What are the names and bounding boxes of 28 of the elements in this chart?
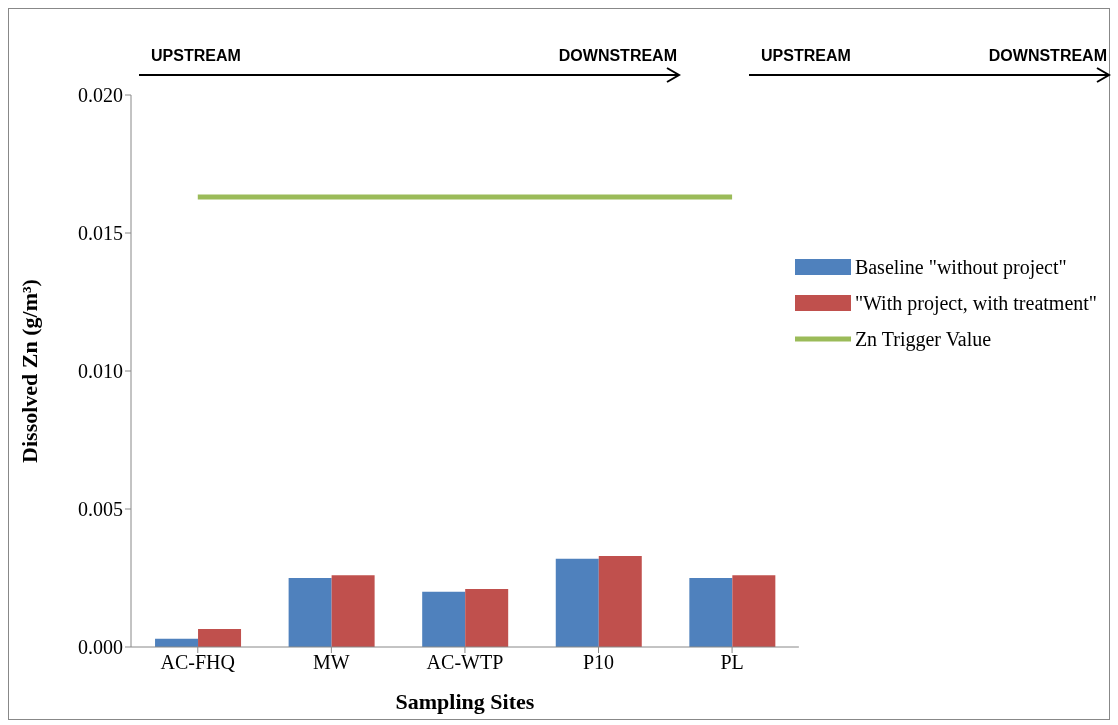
y-axis-title: Dissolved Zn (g/m³) (16, 279, 42, 463)
y-tick-label: 0.010 (78, 360, 123, 383)
legend-label: Baseline "without project" (854, 255, 1067, 279)
legend-label: Zn Trigger Value (854, 327, 992, 351)
x-tick-label: P10 (582, 651, 615, 674)
y-tick-label: 0.000 (78, 636, 123, 659)
x-tick-label: AC-FHQ (160, 651, 236, 674)
text: DOWNSTREAM (988, 47, 1107, 65)
x-axis-title: Sampling Sites (395, 689, 535, 714)
bar (422, 591, 466, 647)
bar (732, 575, 776, 647)
x-tick-label: PL (720, 651, 744, 674)
bar (198, 629, 242, 647)
y-tick-label: 0.005 (78, 498, 123, 521)
bar (288, 578, 332, 647)
text: UPSTREAM (761, 47, 851, 65)
bar (331, 575, 375, 647)
bar (598, 555, 642, 647)
bar (555, 558, 599, 647)
y-tick-label: 0.015 (78, 222, 123, 245)
x-tick-label: MW (313, 651, 350, 674)
bar (465, 589, 509, 647)
text: UPSTREAM (151, 47, 241, 65)
text: DOWNSTREAM (558, 47, 677, 65)
bar (689, 578, 733, 647)
legend-label: "With project, with treatment" (854, 291, 1097, 315)
y-tick-label: 0.020 (78, 84, 123, 107)
x-tick-label: AC-WTP (426, 651, 504, 674)
